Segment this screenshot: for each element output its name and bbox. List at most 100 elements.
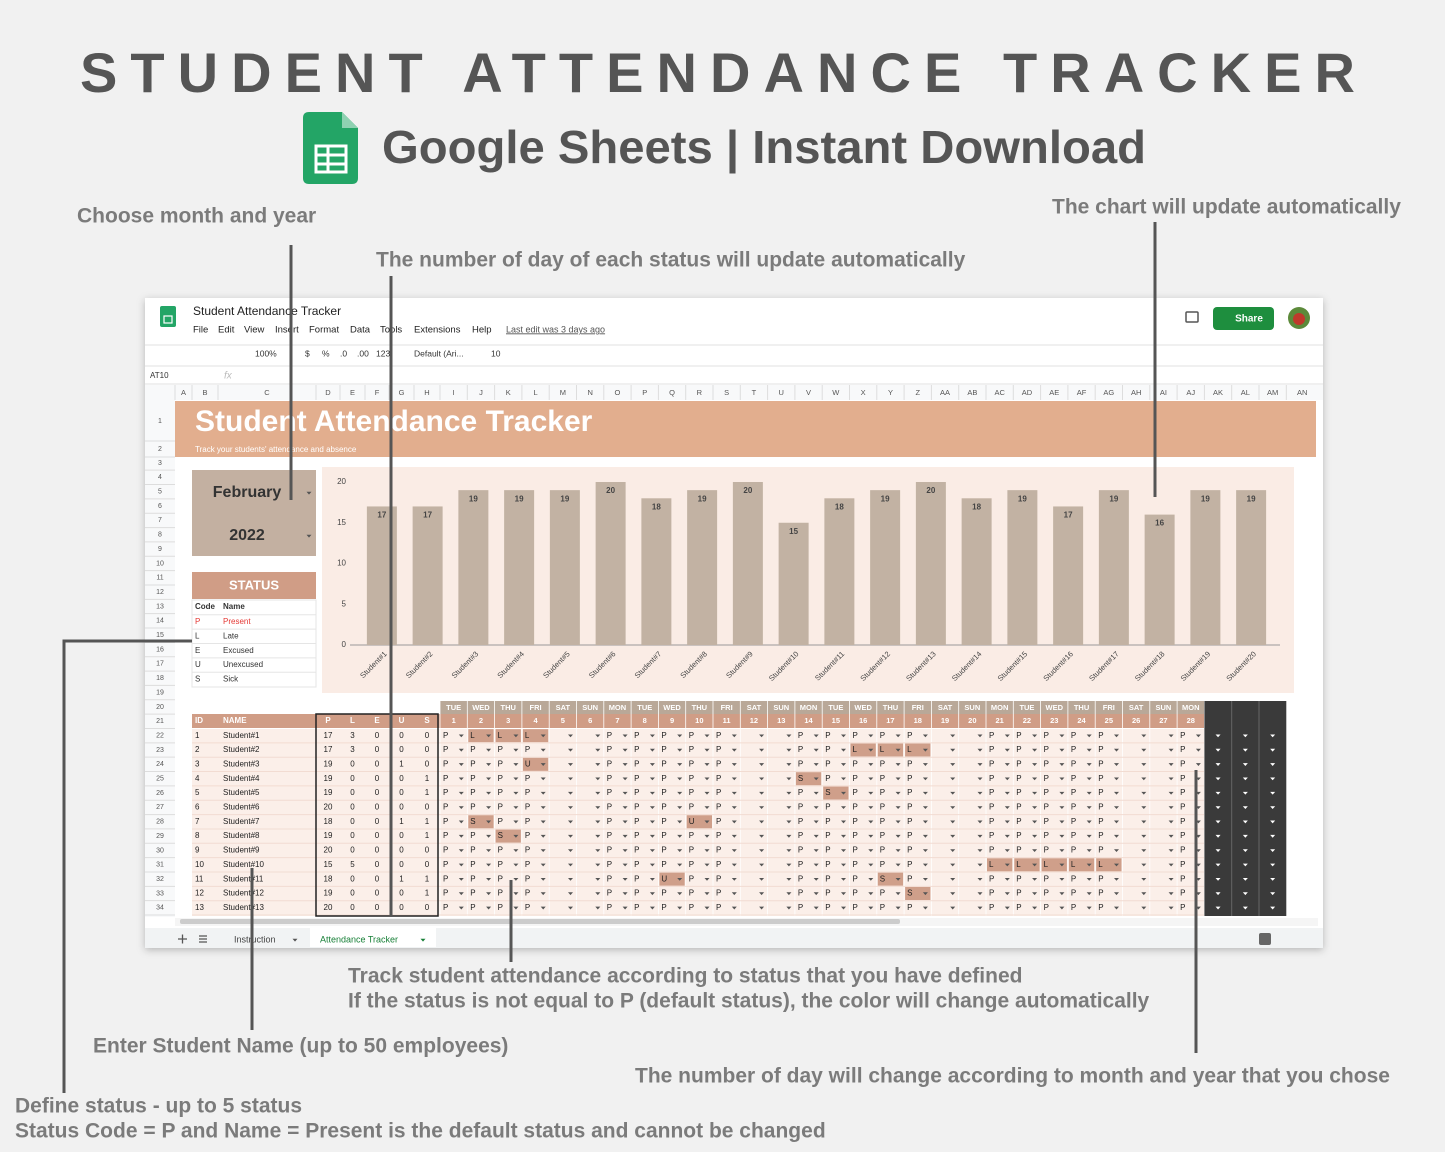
- attendance-mark[interactable]: P: [1071, 817, 1076, 826]
- attendance-mark[interactable]: P: [907, 903, 912, 912]
- attendance-mark[interactable]: P: [634, 731, 639, 740]
- attendance-mark[interactable]: P: [825, 745, 830, 754]
- student-name[interactable]: Student#5: [223, 788, 260, 797]
- attendance-mark[interactable]: P: [607, 903, 612, 912]
- attendance-mark[interactable]: L: [1016, 860, 1021, 869]
- attendance-mark[interactable]: P: [880, 774, 885, 783]
- share-button[interactable]: [1213, 307, 1274, 330]
- attendance-mark[interactable]: P: [525, 889, 530, 898]
- attendance-mark[interactable]: P: [798, 759, 803, 768]
- attendance-mark[interactable]: P: [689, 831, 694, 840]
- student-name[interactable]: Student#2: [223, 745, 260, 754]
- last-edit[interactable]: Last edit was 3 days ago: [506, 324, 605, 334]
- attendance-mark[interactable]: P: [689, 860, 694, 869]
- attendance-mark[interactable]: P: [1044, 874, 1049, 883]
- attendance-mark[interactable]: P: [989, 831, 994, 840]
- attendance-mark[interactable]: P: [661, 831, 666, 840]
- attendance-mark[interactable]: P: [1016, 903, 1021, 912]
- attendance-mark[interactable]: P: [1098, 759, 1103, 768]
- attendance-mark[interactable]: P: [634, 889, 639, 898]
- attendance-mark[interactable]: P: [716, 874, 721, 883]
- attendance-mark[interactable]: P: [1180, 903, 1185, 912]
- attendance-mark[interactable]: P: [525, 774, 530, 783]
- attendance-mark[interactable]: P: [1071, 903, 1076, 912]
- attendance-mark[interactable]: P: [470, 774, 475, 783]
- student-name[interactable]: Student#7: [223, 817, 260, 826]
- add-sheet[interactable]: [178, 934, 187, 944]
- attendance-mark[interactable]: P: [1044, 817, 1049, 826]
- attendance-mark[interactable]: P: [443, 874, 448, 883]
- attendance-mark[interactable]: P: [853, 860, 858, 869]
- attendance-mark[interactable]: P: [1044, 803, 1049, 812]
- attendance-mark[interactable]: P: [607, 831, 612, 840]
- attendance-mark[interactable]: P: [1044, 831, 1049, 840]
- attendance-mark[interactable]: P: [525, 846, 530, 855]
- attendance-mark[interactable]: P: [1044, 889, 1049, 898]
- attendance-mark[interactable]: P: [907, 731, 912, 740]
- attendance-mark[interactable]: L: [1044, 860, 1049, 869]
- attendance-mark[interactable]: P: [498, 860, 503, 869]
- attendance-mark[interactable]: P: [825, 846, 830, 855]
- attendance-mark[interactable]: L: [1098, 860, 1103, 869]
- attendance-mark[interactable]: P: [1098, 903, 1103, 912]
- attendance-mark[interactable]: P: [607, 874, 612, 883]
- attendance-mark[interactable]: P: [525, 860, 530, 869]
- attendance-mark[interactable]: P: [689, 889, 694, 898]
- attendance-mark[interactable]: P: [525, 831, 530, 840]
- attendance-mark[interactable]: P: [470, 759, 475, 768]
- student-name[interactable]: Student#1: [223, 731, 260, 740]
- attendance-mark[interactable]: P: [1180, 759, 1185, 768]
- attendance-mark[interactable]: P: [989, 803, 994, 812]
- attendance-mark[interactable]: P: [1016, 745, 1021, 754]
- attendance-mark[interactable]: P: [853, 903, 858, 912]
- attendance-mark[interactable]: L: [989, 860, 994, 869]
- attendance-mark[interactable]: P: [989, 745, 994, 754]
- attendance-mark[interactable]: P: [1071, 745, 1076, 754]
- attendance-mark[interactable]: P: [1016, 759, 1021, 768]
- attendance-mark[interactable]: P: [798, 846, 803, 855]
- attendance-mark[interactable]: P: [470, 803, 475, 812]
- attendance-mark[interactable]: P: [498, 774, 503, 783]
- student-name[interactable]: Student#4: [223, 774, 260, 783]
- attendance-mark[interactable]: P: [798, 874, 803, 883]
- toolbar-item[interactable]: Default (Ari...: [414, 348, 464, 358]
- attendance-mark[interactable]: P: [661, 788, 666, 797]
- attendance-mark[interactable]: P: [1071, 731, 1076, 740]
- attendance-mark[interactable]: P: [989, 889, 994, 898]
- attendance-mark[interactable]: P: [689, 774, 694, 783]
- attendance-mark[interactable]: P: [825, 860, 830, 869]
- menu-item[interactable]: Extensions: [414, 325, 461, 336]
- attendance-mark[interactable]: P: [689, 759, 694, 768]
- attendance-mark[interactable]: P: [825, 889, 830, 898]
- attendance-mark[interactable]: P: [443, 745, 448, 754]
- attendance-mark[interactable]: P: [498, 817, 503, 826]
- attendance-mark[interactable]: P: [716, 903, 721, 912]
- attendance-mark[interactable]: P: [661, 846, 666, 855]
- attendance-mark[interactable]: P: [1180, 831, 1185, 840]
- attendance-mark[interactable]: P: [443, 889, 448, 898]
- attendance-mark[interactable]: P: [634, 745, 639, 754]
- attendance-mark[interactable]: P: [443, 860, 448, 869]
- attendance-mark[interactable]: P: [716, 817, 721, 826]
- attendance-mark[interactable]: P: [470, 831, 475, 840]
- attendance-mark[interactable]: P: [1044, 759, 1049, 768]
- student-name[interactable]: Student#3: [223, 759, 260, 768]
- menu-item[interactable]: Insert: [275, 325, 299, 336]
- attendance-mark[interactable]: P: [880, 803, 885, 812]
- attendance-mark[interactable]: P: [470, 745, 475, 754]
- attendance-mark[interactable]: P: [498, 874, 503, 883]
- attendance-mark[interactable]: P: [1098, 774, 1103, 783]
- attendance-mark[interactable]: P: [907, 803, 912, 812]
- attendance-mark[interactable]: P: [1016, 803, 1021, 812]
- attendance-mark[interactable]: L: [853, 745, 858, 754]
- attendance-mark[interactable]: P: [634, 831, 639, 840]
- attendance-mark[interactable]: P: [853, 817, 858, 826]
- attendance-mark[interactable]: P: [880, 788, 885, 797]
- attendance-mark[interactable]: P: [853, 889, 858, 898]
- attendance-mark[interactable]: P: [853, 759, 858, 768]
- attendance-mark[interactable]: P: [907, 759, 912, 768]
- attendance-mark[interactable]: P: [498, 788, 503, 797]
- attendance-mark[interactable]: S: [798, 774, 803, 783]
- attendance-mark[interactable]: P: [1044, 846, 1049, 855]
- attendance-mark[interactable]: P: [525, 788, 530, 797]
